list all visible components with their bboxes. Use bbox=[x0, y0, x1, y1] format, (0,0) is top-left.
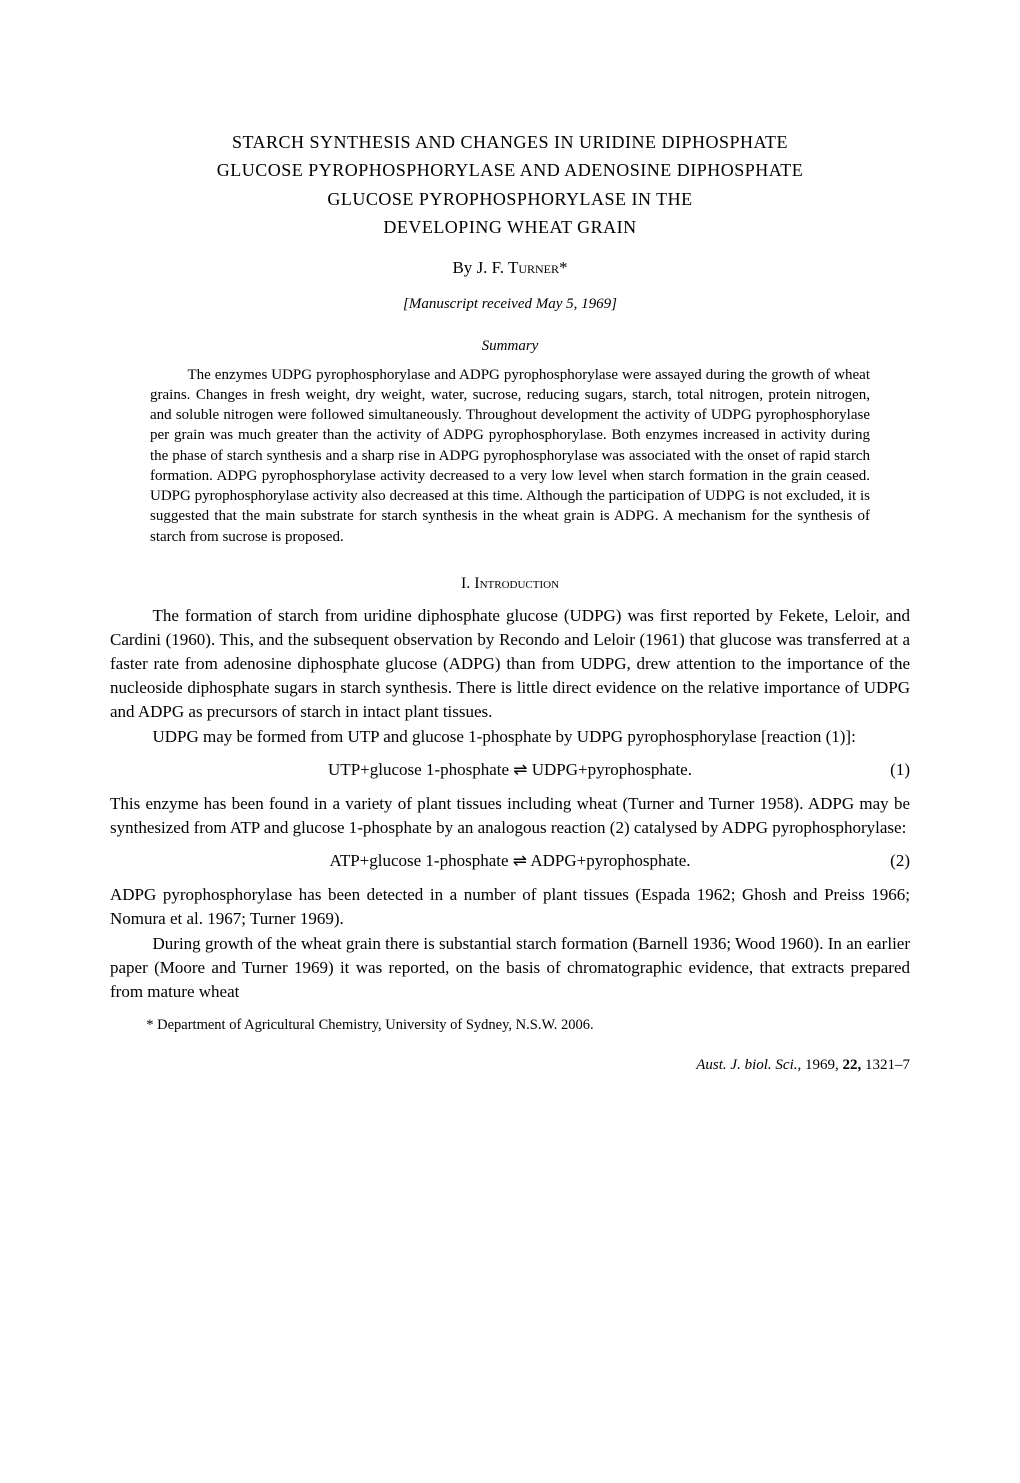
footnote-affiliation: * Department of Agricultural Chemistry, … bbox=[110, 1016, 910, 1036]
journal-pages: 1321–7 bbox=[865, 1057, 910, 1073]
equation-1-expr: UTP+glucose 1-phosphate ⇌ UDPG+pyrophosp… bbox=[328, 760, 692, 779]
paragraph-2: UDPG may be formed from UTP and glucose … bbox=[110, 725, 910, 749]
journal-title: Aust. J. biol. Sci., bbox=[696, 1057, 805, 1073]
paragraph-1: The formation of starch from uridine dip… bbox=[110, 604, 910, 723]
paragraph-5: During growth of the wheat grain there i… bbox=[110, 932, 910, 1003]
journal-year: 1969, bbox=[805, 1057, 843, 1073]
title-line-4: DEVELOPING WHEAT GRAIN bbox=[110, 215, 910, 239]
author-name: J. F. Turner* bbox=[477, 258, 568, 277]
manuscript-received: [Manuscript received May 5, 1969] bbox=[110, 294, 910, 314]
summary-text: The enzymes UDPG pyrophosphorylase and A… bbox=[150, 365, 870, 547]
by-label: By bbox=[452, 258, 476, 277]
journal-reference: Aust. J. biol. Sci., 1969, 22, 1321–7 bbox=[110, 1055, 910, 1075]
paragraph-3: This enzyme has been found in a variety … bbox=[110, 792, 910, 840]
equation-1: UTP+glucose 1-phosphate ⇌ UDPG+pyrophosp… bbox=[110, 759, 910, 782]
paragraph-4: ADPG pyrophosphorylase has been detected… bbox=[110, 883, 910, 931]
title-line-3: GLUCOSE PYROPHOSPHORYLASE IN THE bbox=[110, 187, 910, 211]
equation-2: ATP+glucose 1-phosphate ⇌ ADPG+pyrophosp… bbox=[110, 850, 910, 873]
byline: By J. F. Turner* bbox=[110, 257, 910, 280]
summary-heading: Summary bbox=[110, 336, 910, 356]
equation-2-number: (2) bbox=[890, 850, 910, 873]
section-introduction-heading: I. Introduction bbox=[110, 573, 910, 595]
journal-volume: 22, bbox=[843, 1057, 866, 1073]
equation-2-expr: ATP+glucose 1-phosphate ⇌ ADPG+pyrophosp… bbox=[329, 851, 690, 870]
title-line-1: STARCH SYNTHESIS AND CHANGES IN URIDINE … bbox=[110, 130, 910, 154]
title-line-2: GLUCOSE PYROPHOSPHORYLASE AND ADENOSINE … bbox=[110, 158, 910, 182]
equation-1-number: (1) bbox=[890, 759, 910, 782]
